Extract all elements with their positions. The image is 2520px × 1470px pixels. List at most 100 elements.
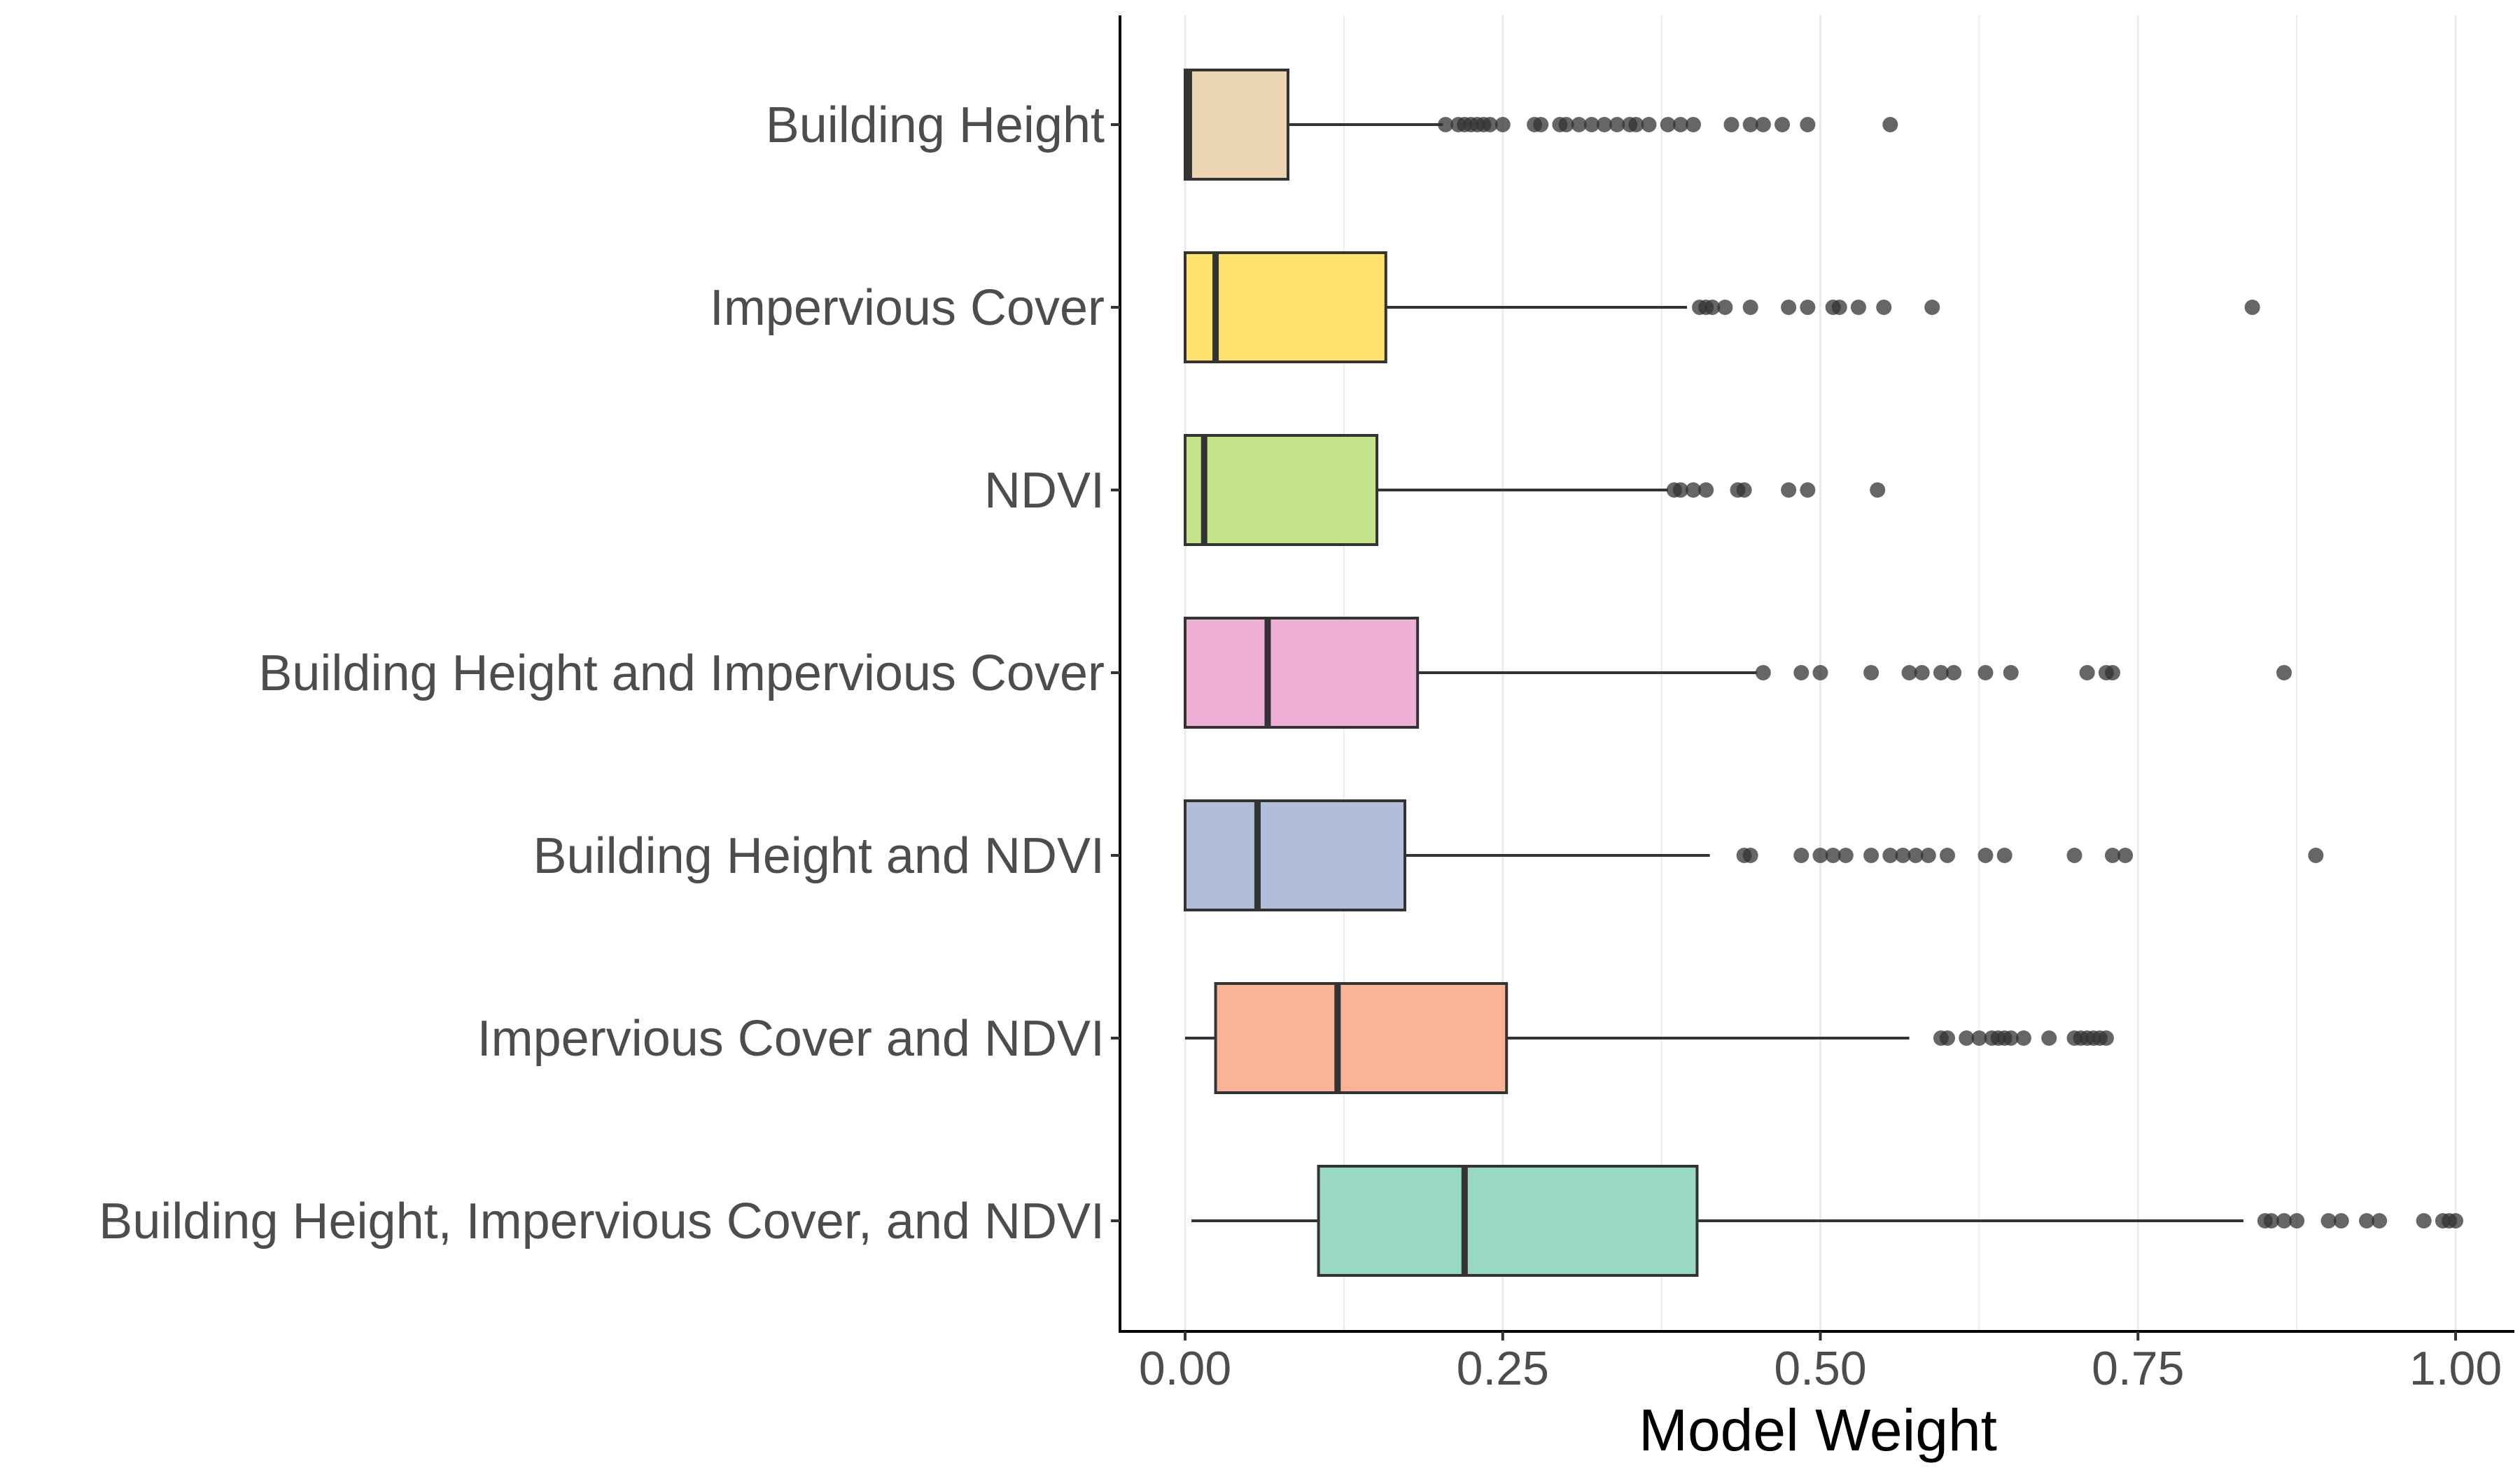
outlier-point xyxy=(1914,665,1930,680)
outlier-point xyxy=(2104,848,2120,863)
box-group xyxy=(1184,251,2260,363)
outlier-point xyxy=(1781,482,1797,498)
outlier-point xyxy=(2276,1213,2292,1228)
outlier-point xyxy=(1717,300,1733,315)
outlier-point xyxy=(1596,117,1612,132)
outlier-point xyxy=(2416,1213,2432,1228)
x-tick-label: 0.00 xyxy=(1139,1342,1231,1395)
category-label: Building Height, Impervious Cover, and N… xyxy=(99,1194,1105,1250)
x-tick-label: 0.50 xyxy=(1774,1342,1866,1395)
category-labels: Building Height Impervious Cover NDVI Build… xyxy=(99,97,1120,1250)
outlier-point xyxy=(2289,1213,2305,1228)
outlier-point xyxy=(1800,300,1816,315)
outlier-point xyxy=(1660,117,1676,132)
outlier-point xyxy=(1907,848,1924,863)
outlier-point xyxy=(1571,117,1587,132)
x-axis-title: Model Weight xyxy=(1639,1397,1997,1463)
outlier-point xyxy=(1825,848,1841,863)
outlier-point xyxy=(2244,300,2260,315)
outlier-point xyxy=(1793,848,1809,863)
outlier-point xyxy=(2041,1030,2057,1046)
outlier-point xyxy=(1742,117,1758,132)
outlier-point xyxy=(1901,665,1917,680)
outlier-point xyxy=(2320,1213,2337,1228)
outlier-point xyxy=(2066,848,2082,863)
outlier-point xyxy=(1781,300,1797,315)
outlier-point xyxy=(2372,1213,2388,1228)
category-label: Impervious Cover and NDVI xyxy=(477,1011,1105,1067)
outlier-point xyxy=(1959,1030,1975,1046)
category-label: Building Height and NDVI xyxy=(533,828,1105,884)
outlier-point xyxy=(1641,117,1657,132)
outlier-point xyxy=(1876,300,1892,315)
outlier-point xyxy=(1971,1030,1987,1046)
outlier-point xyxy=(1977,848,1994,863)
outlier-point xyxy=(1946,665,1962,680)
category-label: Building Height xyxy=(766,97,1105,153)
outlier-point xyxy=(1996,848,2012,863)
outlier-point xyxy=(1686,482,1701,498)
outlier-point xyxy=(1686,117,1701,132)
box xyxy=(1184,799,1406,911)
box-group xyxy=(1184,799,2324,911)
outlier-point xyxy=(1863,665,1879,680)
outlier-point xyxy=(1882,848,1898,863)
outlier-point xyxy=(1558,117,1574,132)
outlier-point xyxy=(2003,1030,2019,1046)
outlier-point xyxy=(2118,848,2134,863)
outlier-point xyxy=(2079,665,2095,680)
outlier-point xyxy=(2098,1030,2114,1046)
outlier-point xyxy=(1755,665,1771,680)
outlier-point xyxy=(2263,1213,2279,1228)
outlier-point xyxy=(2448,1213,2463,1228)
outlier-point xyxy=(1837,848,1854,863)
outlier-point xyxy=(1870,482,1886,498)
outlier-point xyxy=(1800,117,1816,132)
category-label: Building Height and Impervious Cover xyxy=(258,645,1105,701)
outlier-point xyxy=(1940,1030,1955,1046)
outlier-point xyxy=(2276,665,2292,680)
outlier-point xyxy=(1742,300,1758,315)
outlier-point xyxy=(1672,482,1688,498)
outlier-point xyxy=(1533,117,1549,132)
outlier-point xyxy=(1920,848,1936,863)
outlier-point xyxy=(1628,117,1644,132)
outlier-point xyxy=(1800,482,1816,498)
outlier-point xyxy=(2104,665,2120,680)
x-tick-label: 1.00 xyxy=(2409,1342,2502,1395)
outlier-point xyxy=(1882,117,1898,132)
outlier-point xyxy=(1812,848,1828,863)
box xyxy=(1184,617,1420,729)
outlier-point xyxy=(1793,665,1809,680)
outlier-point xyxy=(1704,300,1721,315)
outlier-point xyxy=(1895,848,1911,863)
outlier-point xyxy=(1494,117,1511,132)
outlier-point xyxy=(1774,117,1791,132)
box xyxy=(1317,1165,1699,1277)
box-group xyxy=(1184,617,2292,729)
outlier-point xyxy=(1831,300,1847,315)
outlier-point xyxy=(1583,117,1600,132)
outlier-point xyxy=(1742,848,1758,863)
x-ticks: 0.00 0.25 0.50 0.75 1.00 xyxy=(1139,1331,2502,1395)
outlier-point xyxy=(1698,482,1714,498)
outlier-point xyxy=(2015,1030,2031,1046)
outlier-point xyxy=(1723,117,1740,132)
outlier-point xyxy=(1736,482,1752,498)
outlier-point xyxy=(2308,848,2324,863)
outlier-point xyxy=(1482,117,1498,132)
outlier-point xyxy=(1863,848,1879,863)
box-group xyxy=(1184,434,1886,546)
box-group xyxy=(1184,69,1898,181)
box xyxy=(1214,982,1508,1094)
outlier-point xyxy=(1924,300,1940,315)
box-group xyxy=(1185,982,2114,1094)
x-tick-label: 0.75 xyxy=(2092,1342,2184,1395)
outlier-point xyxy=(1609,117,1625,132)
box-group xyxy=(1191,1165,2463,1277)
outlier-point xyxy=(1438,117,1454,132)
outlier-point xyxy=(1850,300,1866,315)
category-label: Impervious Cover xyxy=(710,280,1105,336)
outlier-point xyxy=(1755,117,1771,132)
